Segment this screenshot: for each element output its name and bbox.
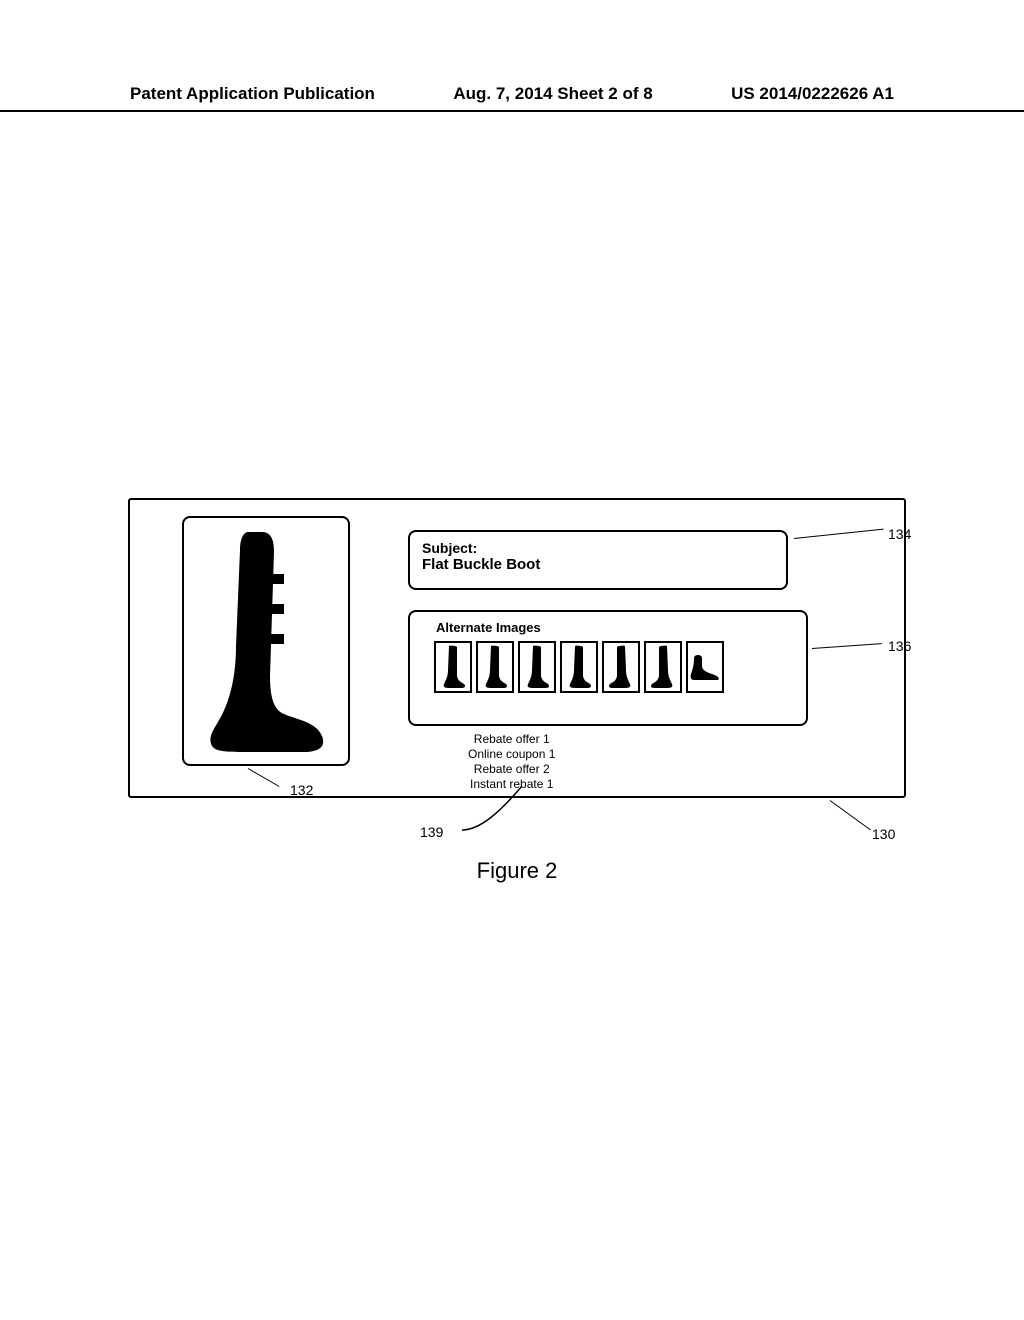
figure-caption: Figure 2 [128, 858, 906, 884]
ref-label-130: 130 [872, 826, 895, 842]
boot-thumb-icon [480, 644, 510, 690]
offers-list: Rebate offer 1 Online coupon 1 Rebate of… [468, 732, 555, 792]
header-right: US 2014/0222626 A1 [731, 84, 894, 104]
thumbnail [560, 641, 598, 693]
boot-thumb-icon [564, 644, 594, 690]
ref-label-132: 132 [290, 782, 313, 798]
offer-item: Instant rebate 1 [468, 777, 555, 792]
thumbnail-row [434, 641, 794, 693]
thumbnail [476, 641, 514, 693]
ref-label-136: 136 [888, 638, 911, 654]
offer-item: Rebate offer 1 [468, 732, 555, 747]
subject-value: Flat Buckle Boot [422, 556, 774, 573]
alternate-images-box: Alternate Images [408, 610, 808, 726]
leader-line [460, 800, 540, 845]
subject-box: Subject: Flat Buckle Boot [408, 530, 788, 590]
offer-item: Rebate offer 2 [468, 762, 555, 777]
ref-label-134: 134 [888, 526, 911, 542]
figure-wrapper: Subject: Flat Buckle Boot Alternate Imag… [128, 498, 906, 798]
subject-label: Subject: [422, 540, 774, 556]
alternate-images-title: Alternate Images [436, 620, 794, 635]
ankle-boot-thumb-icon [688, 652, 722, 682]
header-left: Patent Application Publication [130, 84, 375, 104]
thumbnail [434, 641, 472, 693]
offer-item: Online coupon 1 [468, 747, 555, 762]
thumbnail [644, 641, 682, 693]
boot-thumb-icon [648, 644, 678, 690]
boot-thumb-icon [438, 644, 468, 690]
ui-panel: Subject: Flat Buckle Boot Alternate Imag… [128, 498, 906, 798]
ref-label-139: 139 [420, 824, 443, 840]
boot-thumb-icon [606, 644, 636, 690]
boot-thumb-icon [522, 644, 552, 690]
page-header: Patent Application Publication Aug. 7, 2… [0, 84, 1024, 112]
thumbnail [518, 641, 556, 693]
leader-line [248, 768, 298, 770]
thumbnail [602, 641, 640, 693]
main-product-image [182, 516, 350, 766]
header-center: Aug. 7, 2014 Sheet 2 of 8 [453, 84, 652, 104]
thumbnail [686, 641, 724, 693]
boot-silhouette-icon [196, 526, 336, 756]
